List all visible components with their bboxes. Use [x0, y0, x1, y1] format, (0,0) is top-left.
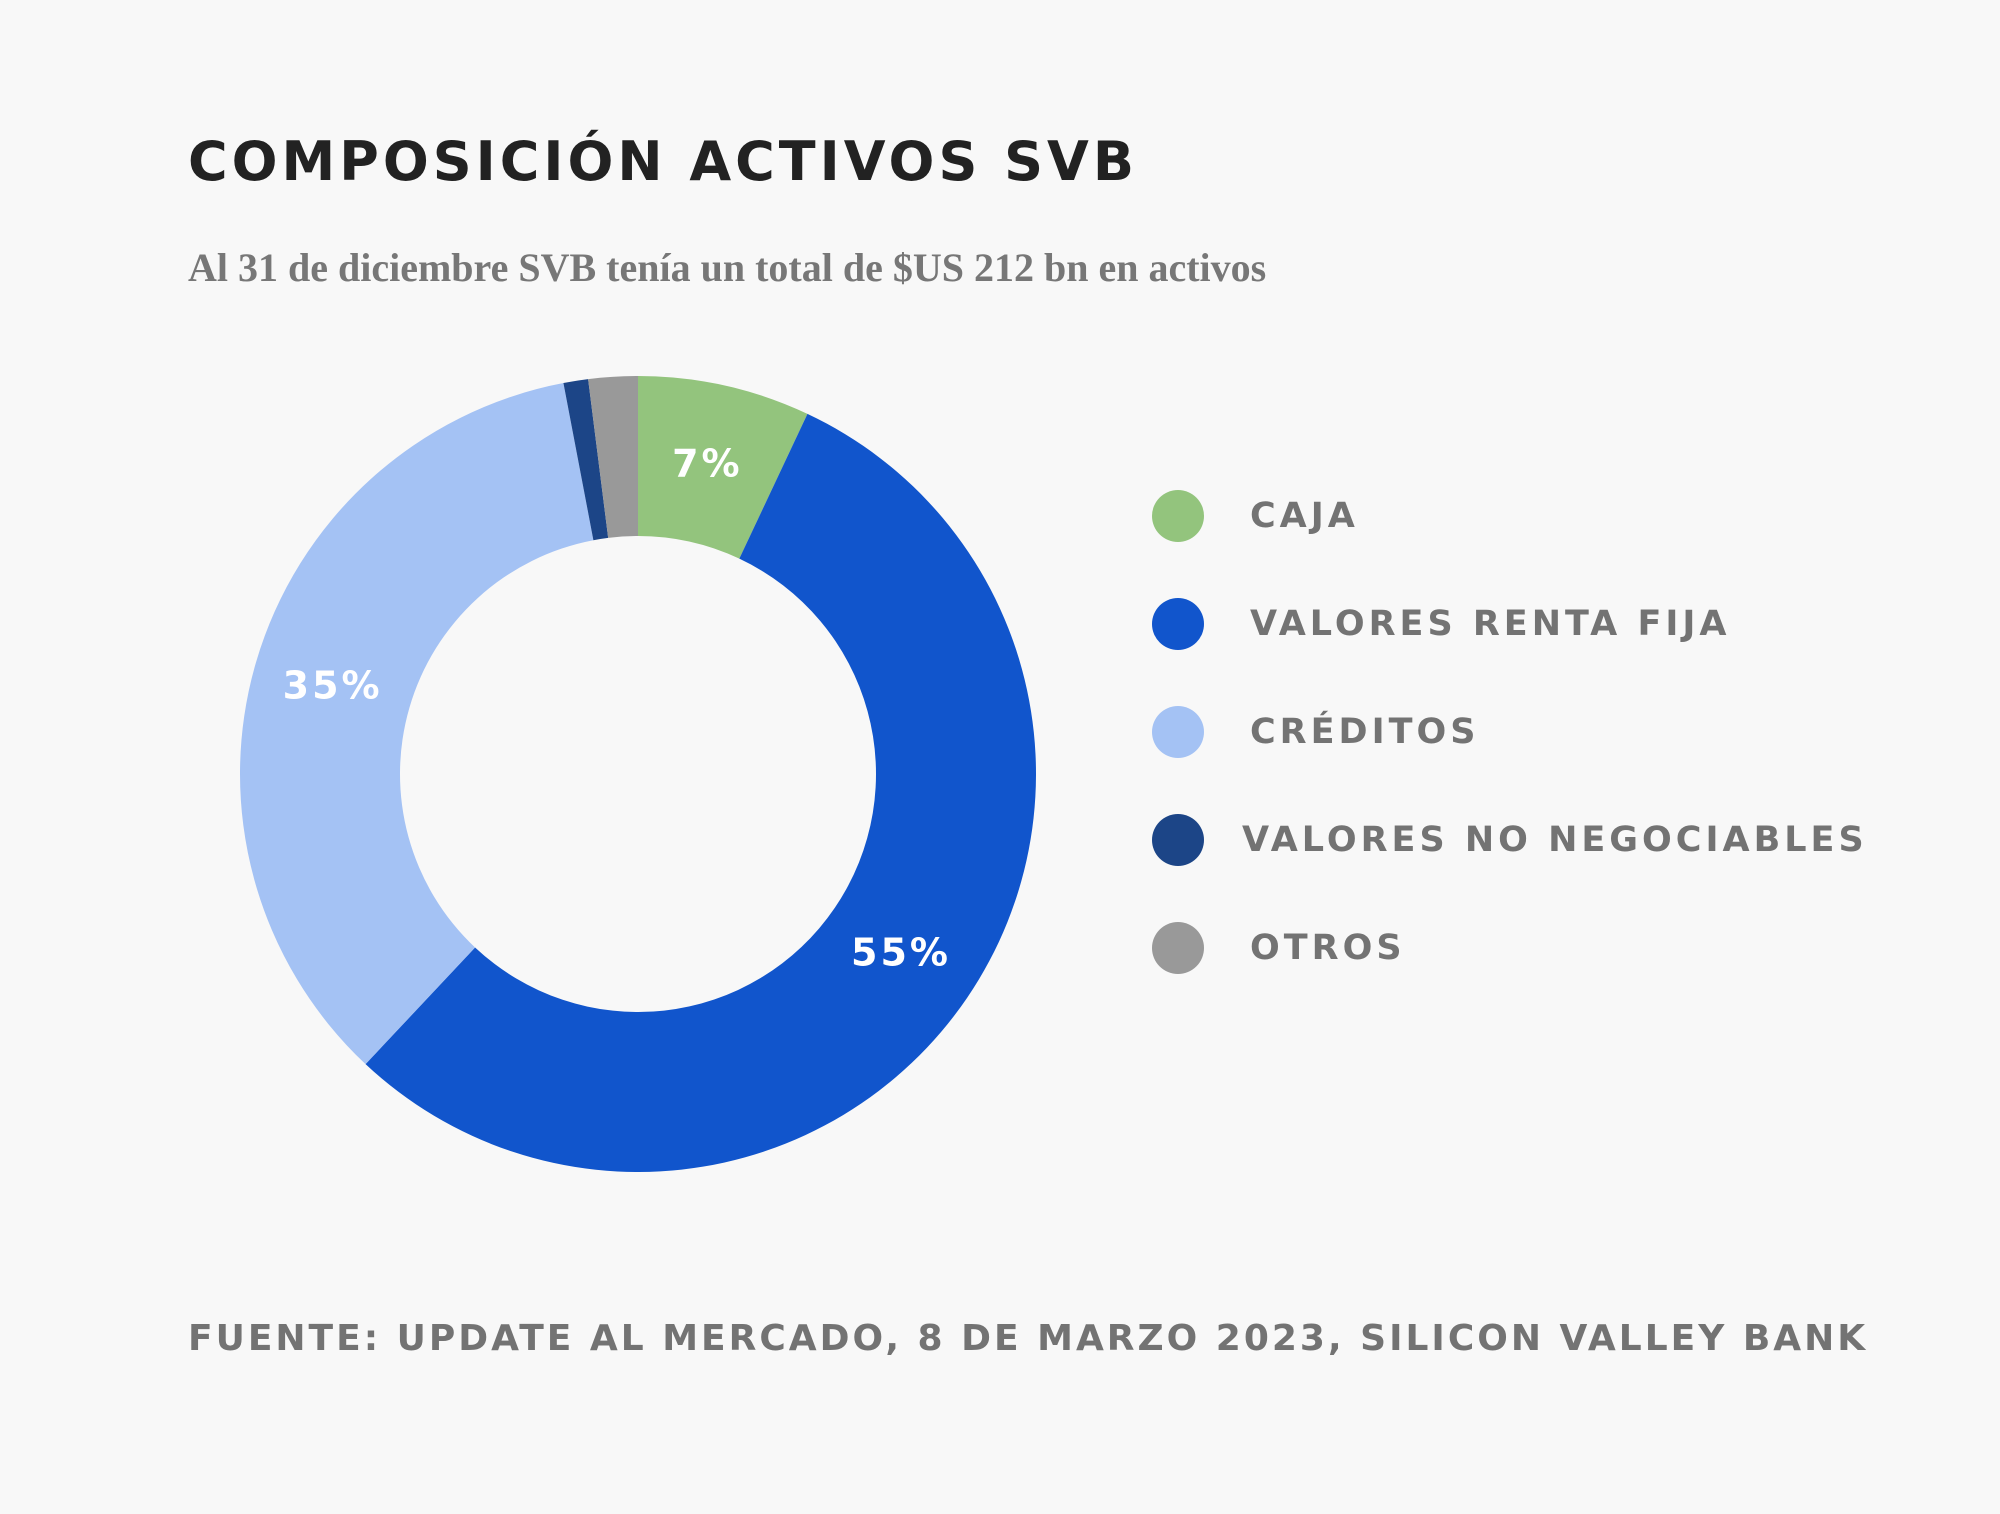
- donut-data-labels: 7% 55% 35%: [283, 442, 951, 975]
- legend-label: VALORES RENTA FIJA: [1250, 604, 1731, 644]
- legend-item: CAJA: [1152, 462, 1868, 570]
- legend-swatch: [1152, 922, 1204, 974]
- data-label: 35%: [283, 663, 383, 707]
- chart-title: COMPOSICIÓN ACTIVOS SVB: [188, 130, 1138, 193]
- legend-label: CRÉDITOS: [1250, 712, 1480, 752]
- donut-slices: [239, 376, 1037, 1173]
- data-label: 7%: [672, 442, 743, 486]
- legend-swatch: [1152, 490, 1204, 542]
- chart-legend: CAJA VALORES RENTA FIJA CRÉDITOS VALORES NO…: [1152, 462, 1868, 1002]
- chart-subtitle: Al 31 de diciembre SVB tenía un total de…: [188, 245, 1267, 290]
- legend-item: VALORES RENTA FIJA: [1152, 570, 1868, 678]
- legend-label: CAJA: [1250, 496, 1359, 536]
- slice-valores-no-negociables: [563, 379, 609, 541]
- legend-label: VALORES NO NEGOCIABLES: [1242, 820, 1868, 860]
- legend-item: VALORES NO NEGOCIABLES: [1152, 786, 1868, 894]
- source-note: FUENTE: UPDATE AL MERCADO, 8 DE MARZO 20…: [188, 1318, 1869, 1359]
- slice-caja: [638, 376, 808, 559]
- slice-valores-renta-fija: [365, 413, 1037, 1173]
- slice-otros: [588, 376, 638, 538]
- legend-swatch: [1152, 598, 1204, 650]
- legend-swatch: [1152, 814, 1204, 866]
- legend-label: OTROS: [1250, 928, 1406, 968]
- legend-item: OTROS: [1152, 894, 1868, 1002]
- legend-item: CRÉDITOS: [1152, 678, 1868, 786]
- legend-swatch: [1152, 706, 1204, 758]
- data-label: 55%: [851, 931, 951, 975]
- slice-creditos: [239, 383, 594, 1065]
